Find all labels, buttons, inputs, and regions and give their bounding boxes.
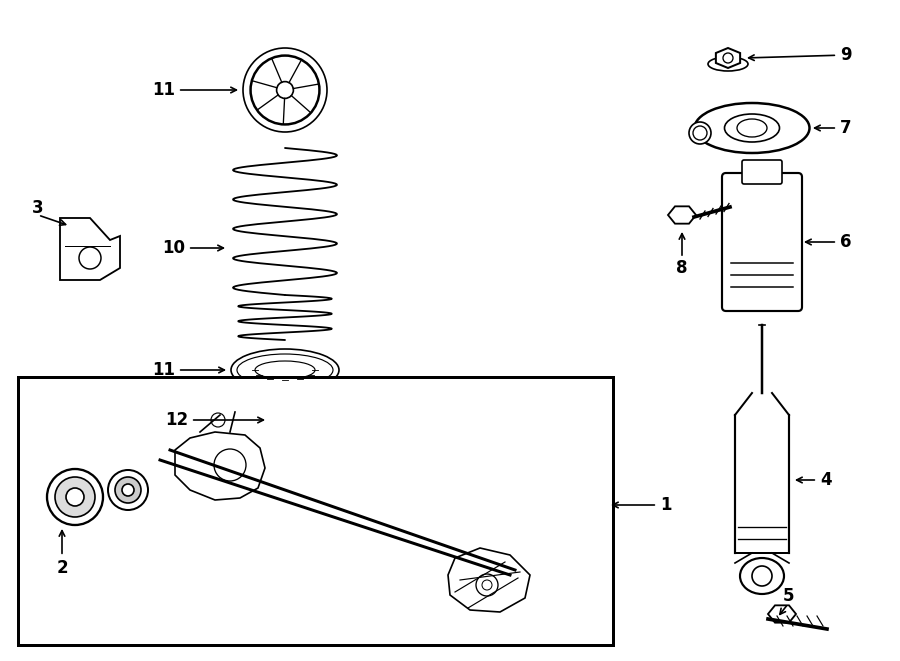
Text: 3: 3 xyxy=(32,199,44,217)
Text: 10: 10 xyxy=(162,239,223,257)
Ellipse shape xyxy=(695,103,809,153)
Polygon shape xyxy=(175,432,265,500)
Ellipse shape xyxy=(689,122,711,144)
Circle shape xyxy=(243,48,327,132)
Text: 5: 5 xyxy=(782,587,794,605)
Bar xyxy=(18,377,613,645)
Polygon shape xyxy=(60,218,120,280)
Circle shape xyxy=(79,247,101,269)
Text: 11: 11 xyxy=(152,361,224,379)
Circle shape xyxy=(214,449,246,481)
Circle shape xyxy=(55,477,95,517)
Circle shape xyxy=(476,574,498,596)
Ellipse shape xyxy=(708,57,748,71)
FancyBboxPatch shape xyxy=(270,405,320,435)
FancyBboxPatch shape xyxy=(742,160,782,184)
Circle shape xyxy=(115,477,141,503)
Polygon shape xyxy=(448,548,530,612)
Text: 2: 2 xyxy=(56,531,68,577)
Polygon shape xyxy=(716,48,740,68)
Circle shape xyxy=(276,81,293,98)
Circle shape xyxy=(752,566,772,586)
Ellipse shape xyxy=(724,114,779,142)
Text: 6: 6 xyxy=(806,233,851,251)
Polygon shape xyxy=(668,206,696,223)
FancyBboxPatch shape xyxy=(722,173,802,311)
Circle shape xyxy=(108,470,148,510)
Text: 1: 1 xyxy=(613,496,671,514)
Text: 12: 12 xyxy=(165,411,264,429)
Text: 4: 4 xyxy=(796,471,832,489)
Polygon shape xyxy=(768,605,796,623)
Circle shape xyxy=(66,488,84,506)
Circle shape xyxy=(122,484,134,496)
Text: 9: 9 xyxy=(749,46,851,64)
Text: 8: 8 xyxy=(676,259,688,277)
Text: 7: 7 xyxy=(814,119,851,137)
Ellipse shape xyxy=(740,558,784,594)
Ellipse shape xyxy=(231,349,339,391)
Ellipse shape xyxy=(312,408,322,432)
Circle shape xyxy=(47,469,103,525)
Text: 11: 11 xyxy=(152,81,237,99)
